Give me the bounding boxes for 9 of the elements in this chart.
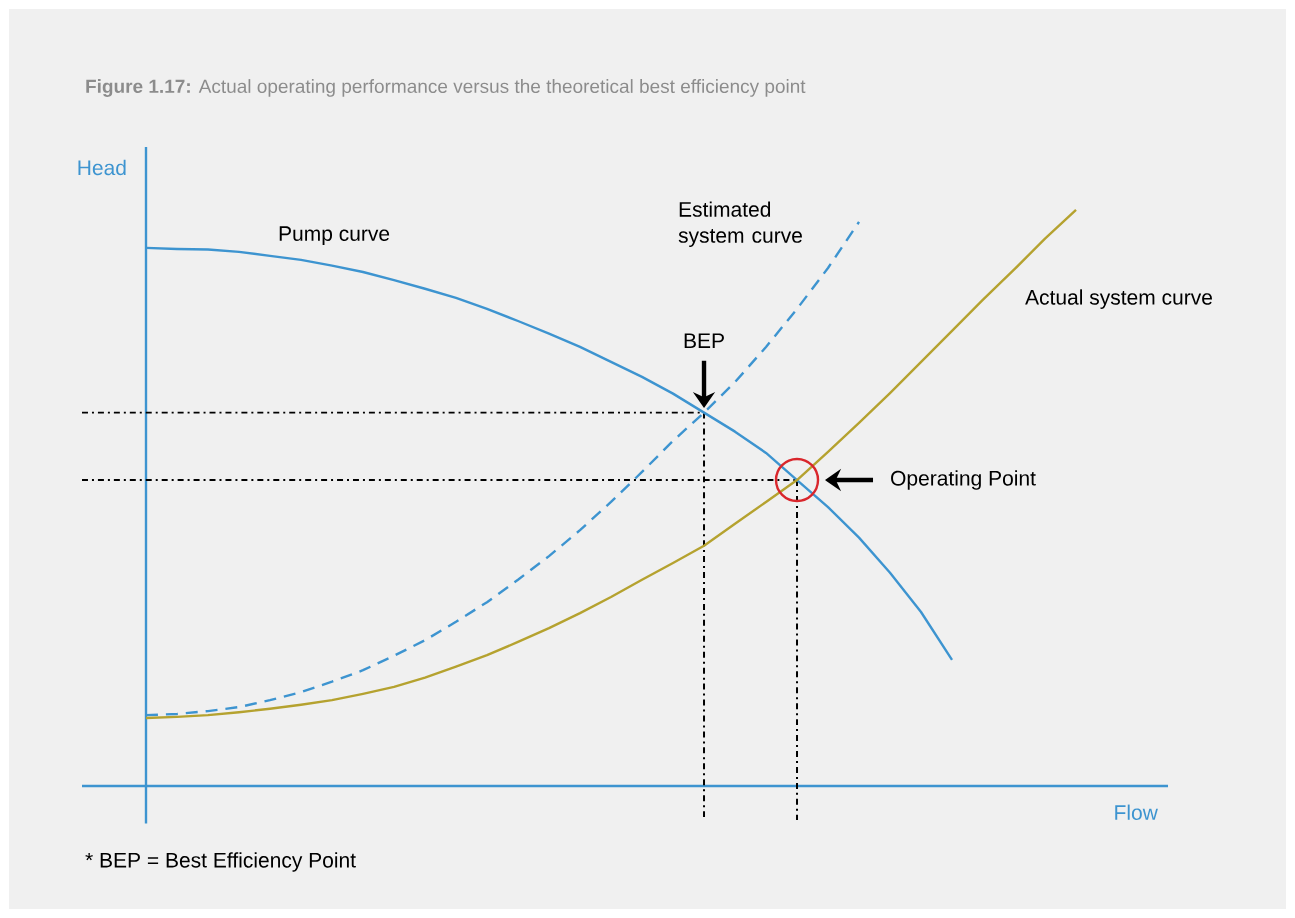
text: * BEP = Best Efficiency Point <box>85 852 356 872</box>
y-axis-title: Head <box>78 159 126 176</box>
annotation: Operating Point <box>891 470 1036 490</box>
annotation: BEP <box>684 333 724 348</box>
series-label: Pump curve <box>279 226 390 246</box>
x-axis-title: Flow <box>1115 804 1158 820</box>
chart-title: Figure 1.17: Actual operating performance versus the theoretical best efficiency point <box>86 79 806 97</box>
series-label: Estimated system curve <box>678 201 802 247</box>
series-label: Actual system curve <box>1025 289 1212 309</box>
